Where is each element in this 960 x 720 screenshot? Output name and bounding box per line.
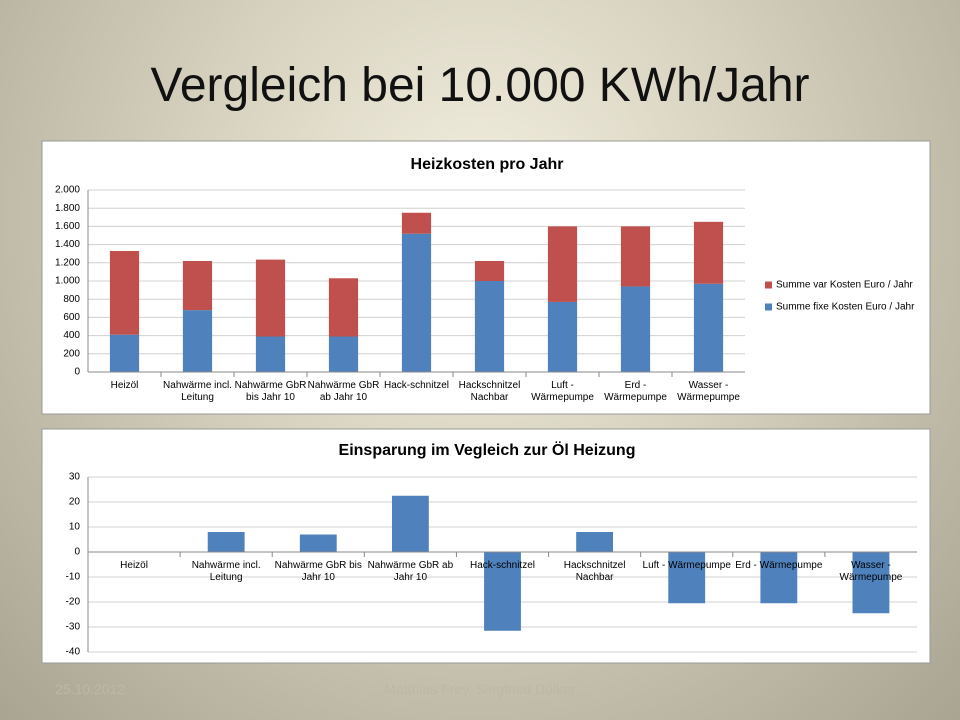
x-tick-label: Hack-schnitzel xyxy=(469,560,535,571)
bar-segment xyxy=(474,281,505,372)
x-tick-label: Luft - Wärmepumpe xyxy=(531,380,594,403)
bar-segment xyxy=(109,250,140,335)
bar xyxy=(760,552,798,604)
y-tick-label: 200 xyxy=(63,348,80,359)
bar xyxy=(668,552,706,604)
bar xyxy=(484,552,521,631)
y-tick-label: 1.200 xyxy=(55,257,80,268)
bar-segment xyxy=(255,336,286,372)
y-tick-label: -10 xyxy=(66,572,81,583)
y-tick-label: 400 xyxy=(63,330,80,341)
bar-segment xyxy=(693,283,724,372)
bar xyxy=(852,552,890,614)
bar xyxy=(391,495,429,552)
legend-label: Summe fixe Kosten Euro / Jahr xyxy=(776,302,915,313)
x-tick-label: Hackschnitzel Nachbar xyxy=(563,560,626,583)
x-tick-label: Nahwärme GbR ab Jahr 10 xyxy=(367,560,454,583)
x-tick-label: Erd - Wärmepumpe xyxy=(604,380,667,403)
bar-segment xyxy=(693,221,724,284)
y-tick-label: 0 xyxy=(74,367,80,378)
bar xyxy=(299,534,337,552)
y-tick-label: 1.600 xyxy=(55,221,80,232)
legend-swatch xyxy=(765,281,772,289)
bar-segment xyxy=(474,260,505,281)
chart-title: Einsparung im Vegleich zur Öl Heizung xyxy=(339,440,636,459)
bar-segment xyxy=(401,212,432,234)
footer-authors: Matthias Frey, Siegfried Dölker xyxy=(384,681,576,697)
bar xyxy=(207,532,245,552)
bar-segment xyxy=(547,301,578,372)
y-tick-label: 30 xyxy=(69,472,81,483)
x-tick-label: Nahwärme GbR bis Jahr 10 xyxy=(274,560,362,583)
bar xyxy=(576,532,614,552)
bar-segment xyxy=(401,233,432,372)
legend-label: Summe var Kosten Euro / Jahr xyxy=(776,280,913,291)
slide-title: Vergleich bei 10.000 KWh/Jahr xyxy=(150,59,810,112)
y-tick-label: -30 xyxy=(66,622,81,633)
x-tick-label: Heizöl xyxy=(120,560,148,571)
bar-segment xyxy=(255,259,286,337)
x-tick-label: Nahwärme GbR ab Jahr 10 xyxy=(307,380,380,403)
bar-segment xyxy=(620,286,651,372)
y-tick-label: 10 xyxy=(69,522,81,533)
y-tick-label: 2.000 xyxy=(55,185,80,196)
y-tick-label: 600 xyxy=(63,312,80,323)
x-tick-label: Heizöl xyxy=(110,380,139,391)
bar-segment xyxy=(182,260,213,311)
y-tick-label: 20 xyxy=(69,497,81,508)
x-tick-label: Hack-schnitzel xyxy=(383,380,450,391)
bar-segment xyxy=(620,226,651,287)
x-tick-label: Wasser - Wärmepumpe xyxy=(677,380,740,403)
chart-title: Heizkosten pro Jahr xyxy=(411,156,564,173)
bar-segment xyxy=(547,226,578,302)
x-tick-label: Erd - Wärmepumpe xyxy=(735,560,823,571)
x-tick-label: Nahwärme GbR bis Jahr 10 xyxy=(234,380,307,403)
x-tick-label: Hackschnitzel Nachbar xyxy=(458,380,521,403)
footer-date: 25.10.2012 xyxy=(55,681,126,697)
bar-segment xyxy=(182,310,213,372)
bar-segment xyxy=(328,336,359,372)
y-tick-label: 1.800 xyxy=(55,203,80,214)
x-tick-label: Luft - Wärmepumpe xyxy=(642,560,731,571)
legend-swatch xyxy=(765,303,772,311)
x-tick-label: Nahwärme incl. Leitung xyxy=(163,380,232,403)
y-tick-label: 0 xyxy=(74,547,80,558)
bar-segment xyxy=(328,278,359,337)
x-tick-label: Nahwärme incl. Leitung xyxy=(191,560,261,583)
y-tick-label: 1.000 xyxy=(55,276,80,287)
y-tick-label: 1.400 xyxy=(55,239,80,250)
y-tick-label: -40 xyxy=(66,647,81,658)
y-tick-label: 800 xyxy=(63,294,80,305)
y-tick-label: -20 xyxy=(66,597,81,608)
x-tick-label: Wasser - Wärmepumpe xyxy=(839,560,903,583)
bar-segment xyxy=(109,334,140,372)
